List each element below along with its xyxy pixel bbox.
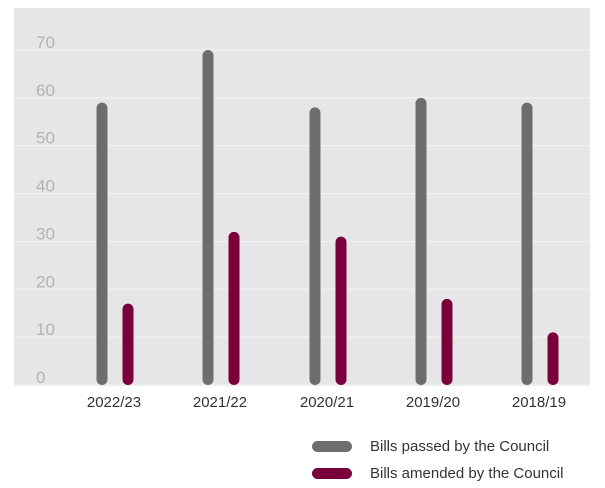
bars xyxy=(96,50,559,386)
bar-amended-2019-20 xyxy=(441,298,453,385)
y-axis-ticks: 0 10 20 30 40 50 60 70 xyxy=(36,33,55,387)
y-tick-label-10: 10 xyxy=(36,320,55,339)
bar-passed-2019-20 xyxy=(415,97,427,385)
bar-amended-2022-23 xyxy=(122,303,134,385)
legend-item-bills-amended: Bills amended by the Council xyxy=(312,461,563,485)
bar-passed-2021-22 xyxy=(202,50,214,385)
gridlines xyxy=(14,49,590,386)
bar-amended-2020-21 xyxy=(335,236,347,385)
y-tick-label-60: 60 xyxy=(36,81,55,100)
x-tick-label-2020-21: 2020/21 xyxy=(300,394,354,411)
legend-swatch-bills-passed xyxy=(312,440,352,452)
bar-amended-2021-22 xyxy=(228,231,240,385)
x-tick-label-2022-23: 2022/23 xyxy=(87,394,141,411)
y-tick-label-70: 70 xyxy=(36,33,55,52)
bar-passed-2020-21 xyxy=(309,107,321,385)
x-tick-label-2019-20: 2019/20 xyxy=(406,394,460,411)
y-tick-label-50: 50 xyxy=(36,129,55,148)
legend-label-bills-passed: Bills passed by the Council xyxy=(370,437,550,455)
x-axis-ticks: 2022/23 2021/22 2020/21 2019/20 2018/19 xyxy=(87,394,566,411)
y-tick-label-0: 0 xyxy=(36,368,45,387)
x-tick-label-2018-19: 2018/19 xyxy=(512,394,566,411)
legend-label-bills-amended: Bills amended by the Council xyxy=(370,464,564,482)
y-tick-label-40: 40 xyxy=(36,177,55,196)
plot-background xyxy=(14,8,590,386)
bar-amended-2018-19 xyxy=(547,332,559,385)
legend-swatch-bills-amended xyxy=(312,467,352,479)
legend: Bills passed by the Council Bills amende… xyxy=(312,434,563,488)
bar-passed-2018-19 xyxy=(521,102,533,386)
bar-passed-2022-23 xyxy=(96,102,108,386)
y-tick-label-20: 20 xyxy=(36,272,55,291)
legend-item-bills-passed: Bills passed by the Council xyxy=(312,434,563,458)
y-tick-label-30: 30 xyxy=(36,224,55,243)
x-tick-label-2021-22: 2021/22 xyxy=(193,394,247,411)
